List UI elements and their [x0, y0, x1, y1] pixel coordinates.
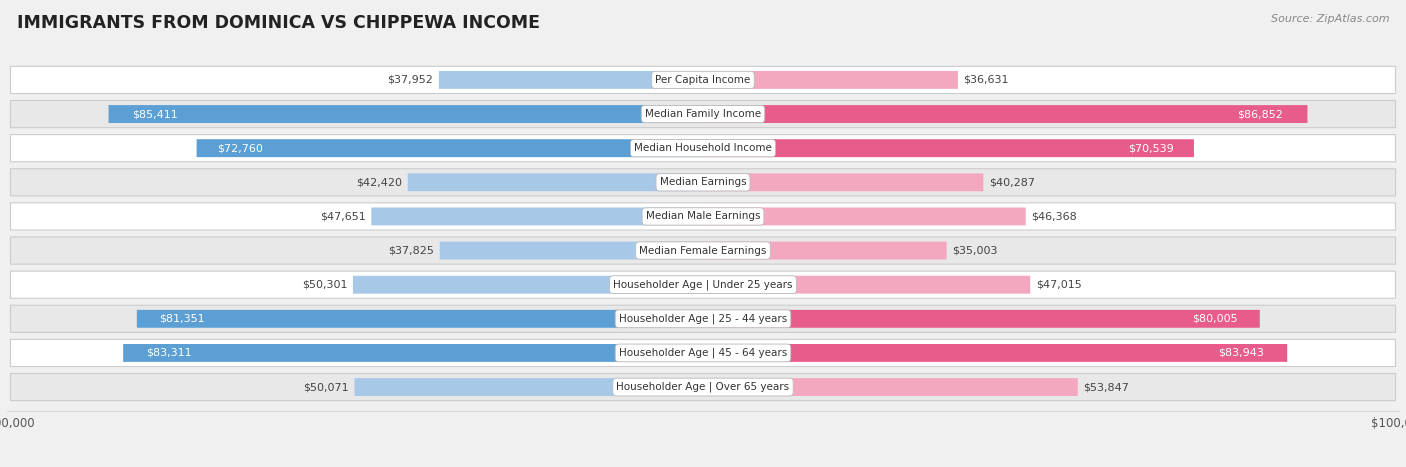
Text: $72,760: $72,760 [217, 143, 263, 153]
Text: Median Earnings: Median Earnings [659, 177, 747, 187]
FancyBboxPatch shape [371, 207, 703, 226]
Text: $53,847: $53,847 [1084, 382, 1129, 392]
Text: $40,287: $40,287 [988, 177, 1035, 187]
Text: Per Capita Income: Per Capita Income [655, 75, 751, 85]
Text: $37,952: $37,952 [388, 75, 433, 85]
FancyBboxPatch shape [703, 310, 1260, 328]
Text: $86,852: $86,852 [1237, 109, 1284, 119]
FancyBboxPatch shape [10, 340, 1396, 367]
Text: $46,368: $46,368 [1031, 212, 1077, 221]
FancyBboxPatch shape [10, 134, 1396, 162]
Text: $83,311: $83,311 [146, 348, 193, 358]
Text: Householder Age | 25 - 44 years: Householder Age | 25 - 44 years [619, 313, 787, 324]
FancyBboxPatch shape [703, 276, 1031, 294]
Text: $36,631: $36,631 [963, 75, 1010, 85]
Text: $83,943: $83,943 [1218, 348, 1264, 358]
Text: Householder Age | Under 25 years: Householder Age | Under 25 years [613, 279, 793, 290]
FancyBboxPatch shape [10, 237, 1396, 264]
FancyBboxPatch shape [10, 203, 1396, 230]
Text: Median Household Income: Median Household Income [634, 143, 772, 153]
Text: IMMIGRANTS FROM DOMINICA VS CHIPPEWA INCOME: IMMIGRANTS FROM DOMINICA VS CHIPPEWA INC… [17, 14, 540, 32]
FancyBboxPatch shape [703, 207, 1026, 226]
FancyBboxPatch shape [10, 374, 1396, 401]
FancyBboxPatch shape [703, 378, 1078, 396]
FancyBboxPatch shape [10, 271, 1396, 298]
Text: $42,420: $42,420 [356, 177, 402, 187]
Text: Source: ZipAtlas.com: Source: ZipAtlas.com [1271, 14, 1389, 24]
Text: $35,003: $35,003 [952, 246, 998, 255]
FancyBboxPatch shape [703, 105, 1308, 123]
Text: Median Family Income: Median Family Income [645, 109, 761, 119]
Text: $80,005: $80,005 [1192, 314, 1237, 324]
FancyBboxPatch shape [10, 169, 1396, 196]
Text: $37,825: $37,825 [388, 246, 434, 255]
FancyBboxPatch shape [10, 305, 1396, 333]
FancyBboxPatch shape [703, 173, 983, 191]
Text: $47,015: $47,015 [1036, 280, 1081, 290]
FancyBboxPatch shape [10, 100, 1396, 127]
FancyBboxPatch shape [136, 310, 703, 328]
FancyBboxPatch shape [108, 105, 703, 123]
FancyBboxPatch shape [354, 378, 703, 396]
Text: $81,351: $81,351 [159, 314, 205, 324]
FancyBboxPatch shape [703, 344, 1288, 362]
FancyBboxPatch shape [703, 241, 946, 260]
FancyBboxPatch shape [408, 173, 703, 191]
Text: Householder Age | 45 - 64 years: Householder Age | 45 - 64 years [619, 348, 787, 358]
FancyBboxPatch shape [703, 71, 957, 89]
FancyBboxPatch shape [10, 66, 1396, 93]
Text: $50,071: $50,071 [304, 382, 349, 392]
FancyBboxPatch shape [439, 71, 703, 89]
FancyBboxPatch shape [440, 241, 703, 260]
FancyBboxPatch shape [353, 276, 703, 294]
Text: Median Female Earnings: Median Female Earnings [640, 246, 766, 255]
Text: $70,539: $70,539 [1129, 143, 1174, 153]
Text: $85,411: $85,411 [132, 109, 179, 119]
FancyBboxPatch shape [197, 139, 703, 157]
FancyBboxPatch shape [124, 344, 703, 362]
Text: Householder Age | Over 65 years: Householder Age | Over 65 years [616, 382, 790, 392]
Text: $47,651: $47,651 [321, 212, 366, 221]
Text: $50,301: $50,301 [302, 280, 347, 290]
FancyBboxPatch shape [703, 139, 1194, 157]
Text: Median Male Earnings: Median Male Earnings [645, 212, 761, 221]
